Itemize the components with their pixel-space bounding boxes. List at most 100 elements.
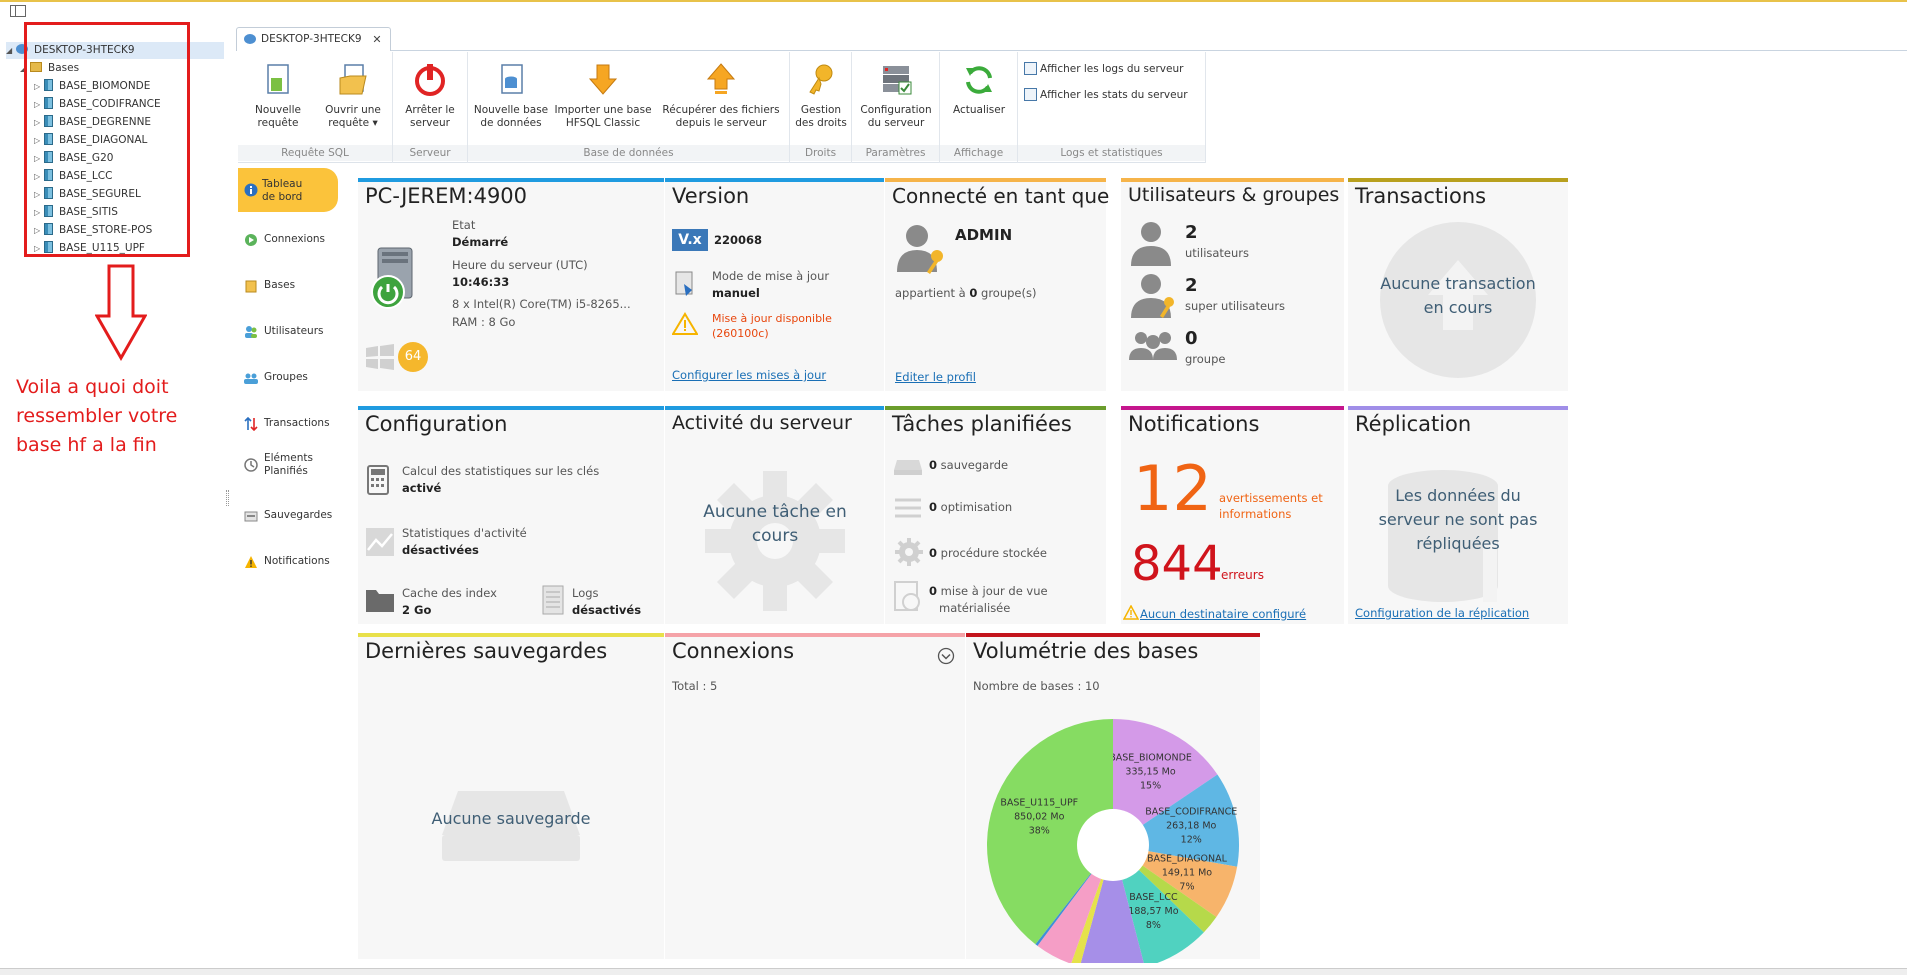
expand-icon[interactable]: ▷	[34, 154, 41, 163]
expand-icon[interactable]: ▷	[34, 226, 41, 235]
tile-title: Tâches planifiées	[892, 412, 1072, 436]
no-recipient-link[interactable]: Aucun destinataire configuré	[1140, 607, 1307, 621]
fetch-files-button[interactable]: Récupérer des fichiers depuis le serveur	[658, 62, 784, 130]
nav-dashboard[interactable]: Tableau de bord	[238, 168, 338, 212]
tree-database-item[interactable]: ▷ BASE_STORE-POS	[34, 222, 152, 239]
tree-database-item[interactable]: ▷ BASE_U115_UPF	[34, 240, 145, 257]
tree-database-item[interactable]: ▷ BASE_G20	[34, 150, 113, 167]
rights-button[interactable]: Gestion des droits	[792, 62, 850, 130]
ribbon: Nouvelle requête Ouvrir une requête ▾ Re…	[238, 52, 1206, 163]
nav-transactions[interactable]: Transactions	[238, 414, 341, 434]
refresh-icon	[962, 62, 996, 98]
expand-icon[interactable]: ▷	[34, 172, 41, 181]
chevron-down-icon[interactable]	[937, 647, 955, 665]
database-icon	[44, 205, 53, 217]
edit-profile-link[interactable]: Editer le profil	[895, 370, 976, 384]
nav-bases[interactable]: Bases	[238, 276, 341, 296]
splitter-handle[interactable]	[226, 490, 229, 506]
nav-backups[interactable]: Sauvegardes	[238, 506, 341, 526]
refresh-button[interactable]: Actualiser	[942, 62, 1016, 117]
database-icon	[44, 79, 53, 91]
warning-icon	[672, 312, 698, 335]
expand-icon[interactable]: ▷	[34, 244, 41, 253]
collapse-icon[interactable]: ◢	[6, 46, 13, 55]
tile-title: Connexions	[672, 639, 795, 663]
tree-database-item[interactable]: ▷ BASE_SEGUREL	[34, 186, 141, 203]
tree-database-item[interactable]: ▷ BASE_SITIS	[34, 204, 118, 221]
update-available: Mise à jour disponible	[712, 312, 832, 325]
index-cache-label: Cache des index	[402, 586, 497, 600]
nav-label: Eléments	[264, 452, 313, 464]
view-update-icon	[894, 581, 920, 611]
expand-icon[interactable]: ▷	[34, 118, 41, 127]
optimization-icon	[895, 498, 921, 518]
task-procedure: 0 procédure stockée	[929, 546, 1047, 560]
tree-database-item[interactable]: ▷ BASE_DIAGONAL	[34, 132, 147, 149]
pie-donut-hole	[1077, 809, 1149, 881]
tab-server[interactable]: DESKTOP-3HTECK9 ✕	[236, 27, 391, 51]
tree-database-item[interactable]: ▷ BASE_CODIFRANCE	[34, 96, 161, 113]
show-logs-button[interactable]: Afficher les logs du serveur	[1024, 62, 1183, 75]
configure-updates-link[interactable]: Configurer les mises à jour	[672, 368, 827, 382]
tree-database-item[interactable]: ▷ BASE_BIOMONDE	[34, 78, 150, 95]
pie-label: BASE_LCC	[1129, 892, 1178, 903]
nav-users[interactable]: Utilisateurs	[238, 322, 341, 342]
nav-scheduled[interactable]: Eléments Planifiés	[238, 452, 341, 484]
open-query-button[interactable]: Ouvrir une requête ▾	[318, 62, 388, 130]
expand-icon[interactable]: ▷	[34, 100, 41, 109]
new-query-button[interactable]: Nouvelle requête	[246, 62, 310, 130]
tree-folder-bases[interactable]: ◢ Bases	[20, 60, 79, 77]
tile-title: Connecté en tant que	[892, 184, 1110, 208]
server-running-icon	[371, 247, 413, 309]
tree-database-item[interactable]: ▷ BASE_LCC	[34, 168, 112, 185]
tree-database-label: BASE_SITIS	[59, 206, 118, 218]
task-label: optimisation	[940, 500, 1013, 514]
ribbon-group-logs: Afficher les logs du serveur Afficher le…	[1018, 52, 1206, 163]
database-icon	[44, 115, 53, 127]
groups-count: 0	[1185, 328, 1198, 349]
panel-toggle-icon[interactable]	[10, 5, 26, 17]
pie-label: BASE_U115_UPF	[1000, 798, 1078, 809]
ribbon-group-label: Serveur	[393, 145, 467, 161]
tile-backups: Dernières sauvegardes Aucune sauvegarde	[358, 633, 664, 959]
expand-icon[interactable]: ▷	[34, 208, 41, 217]
transactions-icon	[244, 417, 258, 431]
tree-database-item[interactable]: ▷ BASE_DEGRENNE	[34, 114, 151, 131]
pie-label: 8%	[1146, 920, 1161, 931]
ribbon-group-server: Arrêter le serveur Serveur	[393, 52, 468, 163]
close-icon[interactable]: ✕	[372, 33, 382, 46]
super-users-count: 2	[1185, 275, 1198, 296]
annotation-line: Voila a quoi doit	[16, 376, 169, 398]
nav-label: Transactions	[264, 417, 330, 429]
nav-groups[interactable]: Groupes	[238, 368, 341, 388]
button-label: serveur	[410, 117, 450, 129]
stop-server-button[interactable]: Arrêter le serveur	[397, 62, 463, 130]
collapse-icon[interactable]: ◢	[20, 64, 27, 73]
arch-badge: 64	[398, 342, 428, 372]
server-config-button[interactable]: Configuration du serveur	[854, 62, 938, 130]
replication-config-link[interactable]: Configuration de la réplication	[1355, 606, 1530, 620]
ribbon-group-rights: Gestion des droits Droits	[790, 52, 852, 163]
cpu-info: 8 x Intel(R) Core(TM) i5-8265...	[452, 297, 631, 311]
show-stats-button[interactable]: Afficher les stats du serveur	[1024, 88, 1188, 101]
expand-icon[interactable]: ▷	[34, 136, 41, 145]
new-database-button[interactable]: Nouvelle base de données	[472, 62, 550, 130]
nav-label: Groupes	[264, 371, 308, 383]
annotation-text: Voila a quoi doit ressembler votre base …	[16, 373, 216, 460]
tree-root[interactable]: ◢ DESKTOP-3HTECK9	[6, 42, 224, 59]
tile-title: Réplication	[1355, 412, 1472, 436]
import-database-button[interactable]: Importer une base HFSQL Classic	[552, 62, 654, 130]
nav-label: Notifications	[264, 555, 330, 567]
task-count: 0	[929, 584, 938, 598]
warning-icon	[245, 556, 257, 568]
expand-icon[interactable]: ▷	[34, 82, 41, 91]
pie-label: BASE_BIOMONDE	[1109, 752, 1192, 763]
backup-bg-icon	[442, 791, 580, 861]
user-icon	[1131, 222, 1171, 266]
expand-icon[interactable]: ▷	[34, 190, 41, 199]
button-label: Ouvrir une	[325, 104, 381, 116]
nav-connections[interactable]: Connexions	[238, 230, 341, 250]
new-query-icon	[261, 62, 295, 98]
admin-user-icon	[897, 225, 943, 274]
nav-notifications[interactable]: Notifications	[238, 552, 341, 572]
